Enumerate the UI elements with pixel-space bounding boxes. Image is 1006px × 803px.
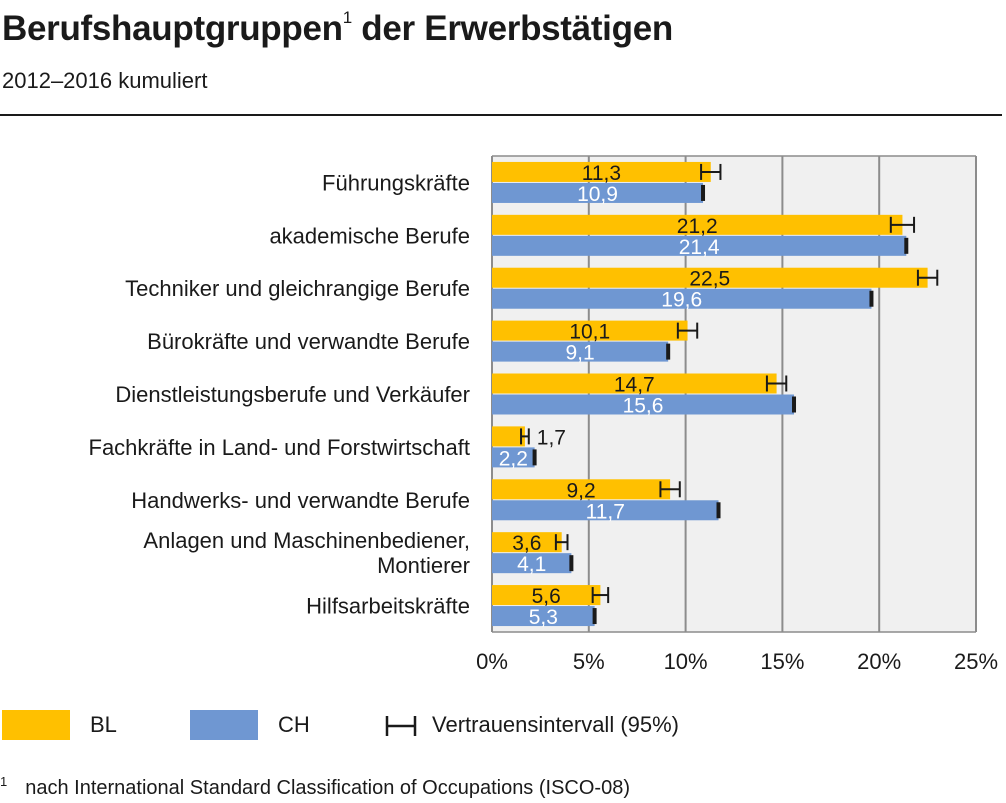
- bar-bl: [492, 479, 671, 500]
- legend: BL CH Vertrauensintervall (95%): [0, 708, 1006, 744]
- data-label-bl: 5,6: [532, 585, 561, 608]
- bar-bl: [492, 161, 711, 182]
- bar-ch: [492, 341, 669, 362]
- x-tick-label: 20%: [857, 649, 901, 674]
- data-label-bl: 21,2: [677, 215, 718, 238]
- data-label-ch: 9,1: [565, 342, 594, 365]
- chart-title: Berufshauptgruppen1 der Erwerbstätigen: [2, 8, 673, 49]
- data-label-bl: 14,7: [614, 374, 655, 397]
- bar-bl: [492, 426, 525, 447]
- legend-label-ch: CH: [278, 712, 310, 737]
- ci-ch: [666, 343, 671, 360]
- bar-ch: [492, 447, 535, 468]
- legend-swatch-ch: [190, 710, 258, 740]
- category-label: Montierer: [377, 553, 470, 578]
- data-label-ch: 5,3: [529, 606, 558, 629]
- ci-ch: [532, 449, 537, 466]
- ci-ch: [592, 608, 597, 625]
- bar-bl: [492, 320, 688, 341]
- bar-bl: [492, 214, 903, 235]
- bar-bl: [492, 585, 601, 606]
- bar-ch: [492, 500, 719, 521]
- category-label: Führungskräfte: [322, 170, 470, 195]
- x-tick-label: 10%: [664, 649, 708, 674]
- legend-label-bl: BL: [90, 712, 117, 737]
- x-tick-label: 5%: [573, 649, 605, 674]
- title-rest: der Erwerbstätigen: [351, 9, 673, 48]
- data-label-bl: 3,6: [512, 532, 541, 555]
- data-label-bl: 10,1: [569, 321, 610, 344]
- legend-swatch-bl: [2, 710, 70, 740]
- legend-label-ci: Vertrauensintervall (95%): [432, 712, 680, 737]
- bar-bl: [492, 267, 928, 288]
- plot-area: [492, 156, 976, 632]
- bar-ch: [492, 394, 795, 415]
- title-main: Berufshauptgruppen: [2, 9, 343, 48]
- bar-ch: [492, 606, 595, 627]
- data-label-bl: 1,7: [537, 426, 566, 449]
- category-label: Fachkräfte in Land- und Forstwirtschaft: [89, 435, 471, 460]
- category-label: Anlagen und Maschinenbediener,: [143, 528, 470, 553]
- data-label-bl: 9,2: [566, 479, 595, 502]
- data-label-bl: 22,5: [689, 268, 730, 291]
- title-divider: [0, 114, 1002, 116]
- data-label-ch: 21,4: [679, 236, 720, 259]
- bar-bl: [492, 373, 777, 394]
- ci-ch: [904, 237, 909, 254]
- bar-ch: [492, 553, 572, 574]
- category-label: Bürokräfte und verwandte Berufe: [147, 329, 470, 354]
- ci-ch: [869, 290, 874, 307]
- data-label-ch: 15,6: [623, 395, 664, 418]
- chart-subtitle: 2012–2016 kumuliert: [2, 68, 208, 93]
- data-label-ch: 4,1: [517, 553, 546, 576]
- x-tick-label: 0%: [476, 649, 508, 674]
- x-tick-label: 25%: [954, 649, 998, 674]
- title-footnote-marker: 1: [342, 8, 352, 27]
- data-label-ch: 2,2: [499, 447, 528, 470]
- footnote: 1 nach International Standard Classificat…: [0, 774, 630, 800]
- data-label-ch: 11,7: [586, 500, 625, 523]
- category-label: Hilfsarbeitskräfte: [306, 594, 470, 619]
- category-label: Techniker und gleichrangige Berufe: [125, 276, 470, 301]
- x-tick-label: 15%: [760, 649, 804, 674]
- bar-ch: [492, 235, 907, 256]
- ci-ch: [792, 396, 797, 413]
- bar-bl: [492, 532, 562, 553]
- ci-ch: [701, 184, 706, 201]
- footnote-marker: 1: [0, 774, 8, 789]
- bar-ch: [492, 288, 872, 309]
- data-label-ch: 19,6: [661, 289, 702, 312]
- data-label-bl: 11,3: [582, 162, 621, 185]
- category-label: Handwerks- und verwandte Berufe: [131, 488, 470, 513]
- category-label: Dienstleistungsberufe und Verkäufer: [115, 382, 470, 407]
- bar-ch: [492, 182, 704, 203]
- category-label: akademische Berufe: [269, 223, 470, 248]
- confidence-interval-icon: [385, 716, 417, 736]
- footnote-text: nach International Standard Classificati…: [25, 777, 630, 799]
- data-label-ch: 10,9: [577, 183, 618, 206]
- ci-ch: [716, 502, 721, 519]
- bar-chart: 0% 5% 10% 15% 20% 25% Führungskräfte 11,310,9 ak…: [89, 155, 998, 674]
- ci-ch: [569, 555, 574, 572]
